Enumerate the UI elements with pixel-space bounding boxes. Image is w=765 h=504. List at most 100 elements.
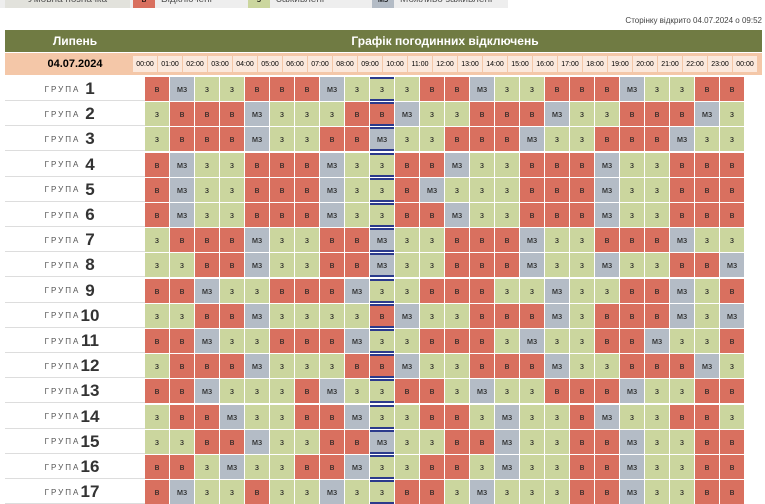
cell: мз — [370, 429, 394, 454]
cell: мз — [245, 102, 269, 127]
cell: з — [445, 102, 469, 127]
cell: в — [245, 177, 269, 202]
cell: в — [220, 429, 244, 454]
cell: в — [320, 278, 344, 303]
cell: з — [295, 480, 319, 504]
cell: мз — [195, 278, 219, 303]
cell: з — [370, 404, 394, 429]
hour-label: 20:00 — [633, 56, 657, 72]
cell: в — [620, 127, 644, 152]
cell: в — [270, 177, 294, 202]
cell: з — [470, 455, 494, 479]
cell: в — [595, 329, 619, 353]
cell: в — [170, 455, 194, 479]
cell: з — [245, 404, 269, 429]
cell: в — [445, 127, 469, 152]
cell: мз — [545, 278, 569, 303]
cell: з — [645, 77, 669, 101]
cell: в — [545, 379, 569, 404]
cell: в — [195, 253, 219, 278]
cell: з — [395, 77, 419, 101]
cell: з — [470, 152, 494, 177]
cell: в — [695, 429, 719, 454]
cell: з — [495, 379, 519, 404]
cell: з — [145, 404, 169, 429]
cell: в — [620, 329, 644, 353]
cell: в — [195, 102, 219, 127]
cell: в — [220, 228, 244, 253]
cell: з — [295, 429, 319, 454]
cell: з — [295, 354, 319, 379]
cell: з — [270, 228, 294, 253]
cell: з — [370, 455, 394, 479]
cell: з — [395, 329, 419, 353]
cell: з — [370, 329, 394, 353]
cell: в — [145, 152, 169, 177]
legend-label: Заживлені — [276, 0, 376, 8]
cell: з — [195, 480, 219, 504]
cell: в — [545, 177, 569, 202]
cell: в — [145, 177, 169, 202]
cell: мз — [445, 203, 469, 227]
cell: в — [295, 177, 319, 202]
header-bar — [5, 30, 762, 52]
cell: в — [170, 404, 194, 429]
cell: з — [445, 480, 469, 504]
hour-label: 01:00 — [158, 56, 182, 72]
group-row-label — [5, 178, 145, 202]
cell: в — [670, 253, 694, 278]
group-prefix: ГРУПА — [44, 84, 81, 94]
group-prefix: ГРУПА — [44, 286, 81, 296]
cell: з — [620, 253, 644, 278]
cell: мз — [595, 177, 619, 202]
cell: мз — [220, 404, 244, 429]
cell: в — [570, 480, 594, 504]
cell: в — [695, 203, 719, 227]
cell: з — [270, 253, 294, 278]
cell: в — [445, 404, 469, 429]
cell: в — [420, 152, 444, 177]
cell: в — [295, 278, 319, 303]
cell: з — [220, 329, 244, 353]
cell: мз — [670, 127, 694, 152]
group-number: 3 — [85, 129, 95, 149]
cell: в — [545, 77, 569, 101]
cell: з — [270, 455, 294, 479]
group-prefix: ГРУПА — [44, 412, 81, 422]
cell: з — [220, 278, 244, 303]
cell: в — [420, 455, 444, 479]
cell: з — [420, 127, 444, 152]
cell: в — [670, 152, 694, 177]
cell: з — [645, 455, 669, 479]
cell: в — [670, 354, 694, 379]
cell: з — [445, 354, 469, 379]
cell: з — [645, 177, 669, 202]
group-row-label — [5, 127, 145, 152]
cell: в — [620, 303, 644, 328]
cell: з — [195, 203, 219, 227]
group-number: 14 — [80, 406, 100, 426]
cell: мз — [320, 480, 344, 504]
cell: мз — [245, 429, 269, 454]
cell: в — [645, 303, 669, 328]
cell: з — [195, 152, 219, 177]
group-row-label — [5, 455, 145, 479]
cell: з — [645, 429, 669, 454]
cell: з — [520, 404, 544, 429]
hour-label: 07:00 — [308, 56, 332, 72]
cell: в — [345, 253, 369, 278]
group-prefix: ГРУПА — [44, 210, 81, 220]
cell: мз — [470, 379, 494, 404]
cell: в — [470, 127, 494, 152]
cell: мз — [495, 429, 519, 454]
cell: в — [595, 77, 619, 101]
cell: в — [445, 429, 469, 454]
cell: в — [295, 77, 319, 101]
cell: з — [620, 404, 644, 429]
cell: в — [495, 127, 519, 152]
cell: з — [170, 253, 194, 278]
cell: з — [645, 404, 669, 429]
cell: в — [220, 253, 244, 278]
cell: в — [495, 303, 519, 328]
